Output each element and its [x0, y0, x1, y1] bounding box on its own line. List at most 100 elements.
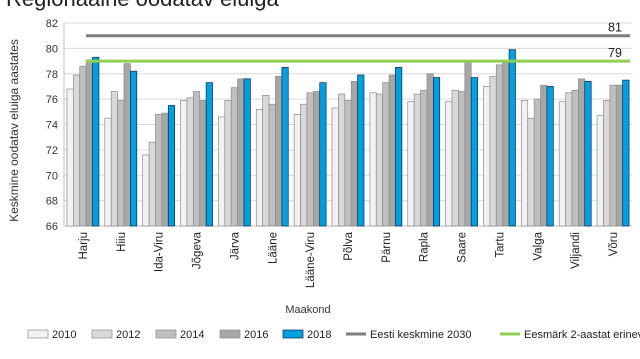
- x-tick-label: Valga: [532, 231, 544, 260]
- y-tick-label: 72: [46, 145, 58, 157]
- bar-2010-Lääne: [255, 108, 264, 227]
- bar-2012-Jõgeva: [186, 97, 194, 227]
- y-tick-label: 82: [46, 18, 58, 30]
- bar-2010-Rapla: [407, 101, 415, 227]
- x-tick-label: Saare: [457, 232, 469, 263]
- bar-2012-Viljandi: [565, 92, 573, 227]
- reference-line-label: 81: [608, 21, 622, 35]
- bar-2018-Viljandi: [584, 81, 592, 227]
- y-tick-label: 74: [46, 120, 58, 132]
- bar-2016-Põlva: [350, 81, 358, 227]
- x-axis-title: Maakond: [285, 304, 330, 316]
- bar-2018-Põlva: [357, 74, 365, 227]
- bar-2014-Järva: [230, 87, 238, 227]
- bar-2018-Harju: [92, 56, 100, 227]
- bar-2012-Lääne-Viru: [300, 103, 308, 227]
- x-tick-label: Pärnu: [381, 232, 393, 263]
- bar-2016-Pärnu: [388, 74, 396, 227]
- legend-swatch-2010: [27, 329, 49, 339]
- x-tick-label: Ida-Viru: [154, 232, 166, 272]
- bar-2018-Hiiu: [130, 70, 138, 227]
- bar-2014-Jõgeva: [192, 91, 201, 227]
- bar-2014-Pärnu: [382, 82, 390, 227]
- bar-2010-Lääne-Viru: [293, 113, 301, 227]
- bar-2016-Tartu: [502, 61, 510, 227]
- bar-2016-Lääne: [275, 75, 283, 227]
- legend-swatch-2014: [155, 329, 177, 339]
- legend-label: Eesti keskmine 2030: [370, 329, 472, 341]
- legend-swatch-2016: [219, 329, 241, 339]
- legend-label: Eesmärk 2-aastat erinevust: [524, 329, 640, 341]
- bar-2018-Tartu: [508, 49, 516, 227]
- bar-2016-Rapla: [426, 73, 434, 227]
- legend-label: 2014: [180, 329, 204, 341]
- bar-2010-Põlva: [331, 107, 339, 227]
- bar-2016-Harju: [85, 59, 93, 227]
- bar-2010-Valga: [520, 100, 529, 227]
- reference-lines: 81 79: [86, 21, 630, 63]
- bar-2014-Ida-Viru: [155, 113, 163, 227]
- bar-2018-Pärnu: [395, 67, 403, 227]
- bar-2018-Ida-Viru: [167, 105, 176, 227]
- bar-2018-Lääne: [281, 67, 289, 227]
- bar-2018-Jõgeva: [205, 82, 213, 227]
- chart-title-fragment: Regionaalne oodatav eluiga: [0, 0, 640, 12]
- bar-2014-Rapla: [420, 89, 428, 227]
- bar-2014-Lääne: [268, 103, 276, 227]
- bar-2016-Järva: [237, 78, 245, 227]
- legend: 2010 2012 2014 2016 2018 Eesti keskmine 2030 E…: [27, 329, 640, 341]
- y-axis: 66 68 70 72 74 76 78 80 82: [46, 18, 632, 233]
- bar-2010-Järva: [218, 116, 226, 227]
- bar-2016-Hiiu: [123, 63, 131, 227]
- y-tick-label: 66: [46, 221, 58, 233]
- y-tick-label: 68: [46, 196, 58, 208]
- bar-2010-Jõgeva: [180, 100, 188, 227]
- bar-2016-Jõgeva: [199, 100, 207, 227]
- y-axis-title: Keskmine oodatav eluiga aastates: [7, 39, 21, 222]
- x-tick-label: Tartu: [494, 232, 506, 258]
- bar-2014-Lääne-Viru: [306, 92, 314, 227]
- bar-2010-Tartu: [483, 86, 491, 227]
- legend-swatch-2018: [282, 329, 304, 339]
- bar-2010-Pärnu: [369, 92, 377, 227]
- bar-2012-Hiiu: [110, 91, 118, 227]
- bar-2016-Lääne-Viru: [312, 91, 321, 227]
- bar-2014-Põlva: [344, 100, 352, 227]
- bar-2018-Lääne-Viru: [319, 82, 327, 227]
- bar-2010-Viljandi: [558, 101, 566, 227]
- y-tick-label: 70: [46, 170, 58, 182]
- y-tick-label: 80: [46, 43, 58, 55]
- chart-title-text: Regionaalne oodatav eluiga: [6, 0, 279, 12]
- bar-2010-Harju: [66, 88, 74, 227]
- bar-2018-Järva: [243, 78, 251, 227]
- legend-label: 2012: [116, 329, 140, 341]
- bar-2010-Ida-Viru: [142, 154, 150, 227]
- legend-label: 2018: [307, 329, 331, 341]
- x-tick-label: Järva: [229, 231, 241, 260]
- reference-line-label: 79: [608, 46, 622, 60]
- x-tick-label: Põlva: [343, 231, 355, 260]
- x-axis: Harju Hiiu Ida-Viru Jõgeva Järva Lääne Lääne-V…: [78, 231, 620, 288]
- bar-2012-Järva: [224, 100, 232, 227]
- bar-2018-Rapla: [432, 77, 441, 227]
- bar-2010-Võru: [596, 115, 604, 227]
- bar-2016-Valga: [540, 84, 548, 227]
- bar-2012-Lääne: [262, 94, 270, 227]
- legend-label: 2010: [52, 329, 76, 341]
- bar-2012-Valga: [527, 117, 535, 227]
- bar-2018-Valga: [546, 86, 554, 227]
- bars: [66, 49, 630, 227]
- bar-2014-Võru: [609, 84, 617, 227]
- bar-2012-Tartu: [489, 75, 497, 227]
- y-tick-label: 76: [46, 94, 58, 106]
- x-tick-label: Võru: [608, 232, 620, 256]
- bar-2016-Saare: [464, 61, 472, 227]
- legend-label: 2016: [244, 329, 268, 341]
- bar-2012-Võru: [603, 100, 611, 227]
- bar-2014-Hiiu: [117, 100, 125, 227]
- bar-2012-Pärnu: [375, 93, 384, 227]
- bar-2012-Ida-Viru: [148, 141, 156, 227]
- bar-2012-Saare: [451, 89, 459, 227]
- x-tick-label: Harju: [78, 232, 90, 259]
